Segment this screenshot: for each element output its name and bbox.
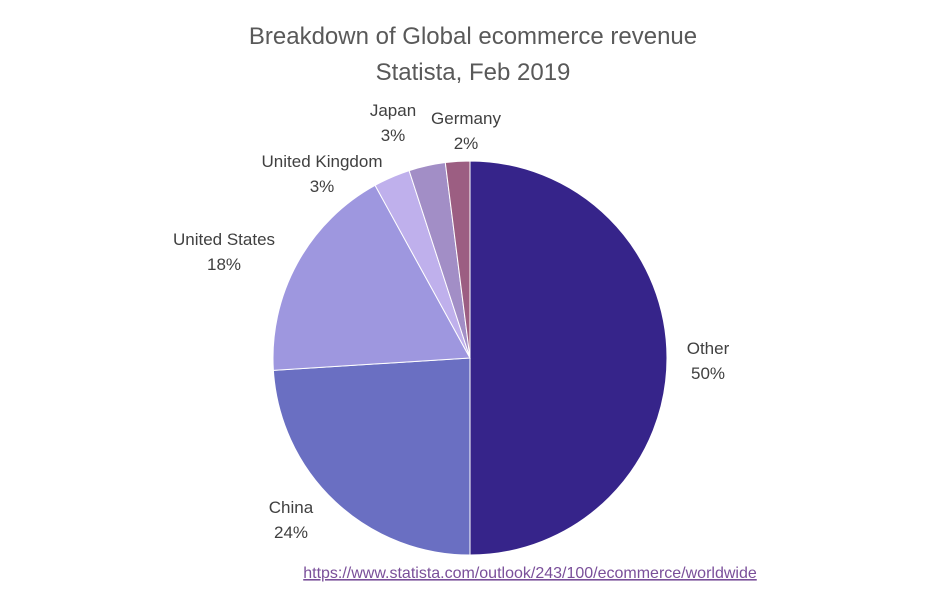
slice-labels: Other 50% China 24% United States 18% United K… xyxy=(173,101,730,542)
pie-slice-china xyxy=(272,357,471,556)
slice-percent-germany: 2% xyxy=(454,134,479,153)
slice-label-china: China xyxy=(269,498,314,517)
slice-label-united-kingdom: United Kingdom xyxy=(262,152,383,171)
chart-title: Breakdown of Global ecommerce revenue xyxy=(249,23,697,50)
slice-percent-china: 24% xyxy=(274,523,308,542)
pie-slice-germany xyxy=(444,160,471,359)
slice-percent-united-kingdom: 3% xyxy=(310,177,335,196)
pie-slice-united-states xyxy=(272,184,471,371)
slice-label-japan: Japan xyxy=(370,101,416,120)
slice-label-other: Other xyxy=(687,339,730,358)
chart-subtitle: Statista, Feb 2019 xyxy=(376,59,571,86)
slice-label-united-states: United States xyxy=(173,230,275,249)
slice-percent-united-states: 18% xyxy=(207,255,241,274)
slice-percent-other: 50% xyxy=(691,364,725,383)
source-link[interactable]: https://www.statista.com/outlook/243/100… xyxy=(303,565,757,582)
source-link-text[interactable]: https://www.statista.com/outlook/243/100… xyxy=(303,565,757,582)
slice-percent-japan: 3% xyxy=(381,126,406,145)
pie-slice-other xyxy=(469,160,668,556)
slice-label-germany: Germany xyxy=(431,109,501,128)
pie-slices xyxy=(272,160,668,556)
